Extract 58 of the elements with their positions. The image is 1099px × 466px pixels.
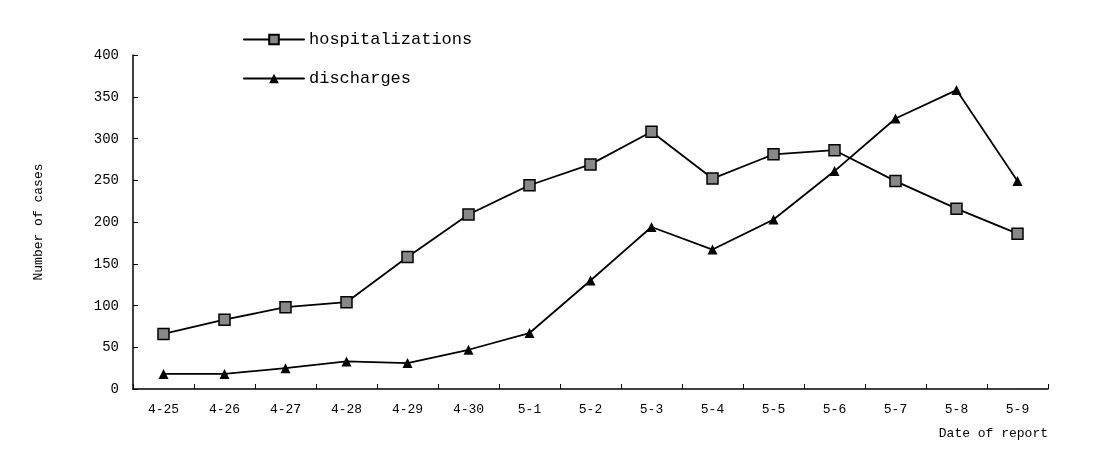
point — [829, 166, 840, 177]
point — [340, 295, 353, 309]
x-tick-label: 5-1 — [517, 402, 542, 417]
x-tick-label: 4-28 — [330, 402, 363, 417]
x-tick-label: 5-8 — [944, 402, 969, 417]
point — [158, 368, 169, 379]
y-tick-label: 350 — [93, 88, 119, 105]
y-tick-label: 300 — [93, 130, 119, 147]
x-axis-title: Date of report — [938, 426, 1048, 441]
point — [951, 85, 962, 96]
legend-label: discharges — [309, 69, 412, 88]
point — [768, 214, 779, 225]
point — [218, 313, 231, 326]
x-tick-label: 4-25 — [147, 402, 180, 417]
point — [279, 300, 292, 314]
x-tick-label: 4-29 — [391, 402, 424, 417]
x-tick-label: 5-4 — [700, 402, 725, 417]
y-tick-label: 400 — [93, 47, 119, 63]
y-tick-label: 0 — [110, 381, 119, 397]
x-tick-label: 4-26 — [208, 402, 241, 417]
point — [219, 368, 230, 379]
x-tick-label: 5-7 — [883, 402, 908, 417]
point — [1012, 176, 1023, 187]
point — [462, 208, 475, 221]
x-tick-label: 4-27 — [269, 402, 302, 417]
x-tick-label: 5-5 — [761, 402, 786, 417]
point — [341, 356, 352, 367]
x-tick-label: 5-3 — [639, 402, 664, 417]
y-tick-label: 100 — [93, 297, 119, 314]
point — [950, 202, 963, 215]
y-tick-label: 150 — [93, 255, 119, 272]
point — [890, 113, 901, 124]
point — [584, 158, 597, 171]
point — [828, 143, 841, 157]
legend-label: hospitalizations — [309, 30, 473, 49]
point — [645, 125, 658, 139]
point — [524, 328, 535, 339]
y-tick-label: 250 — [93, 172, 119, 189]
point — [585, 275, 596, 286]
point — [767, 148, 780, 161]
point — [646, 222, 657, 233]
y-axis-title: Number of cases — [31, 163, 46, 281]
point — [402, 358, 413, 369]
point — [401, 250, 414, 264]
point — [706, 172, 719, 185]
point — [463, 344, 474, 355]
y-tick-label: 200 — [93, 214, 119, 230]
point — [280, 363, 291, 374]
y-tick-label: 50 — [102, 339, 119, 356]
point — [523, 179, 536, 192]
x-tick-label: 5-6 — [822, 402, 847, 417]
x-tick-label: 4-30 — [452, 402, 485, 417]
point — [707, 244, 718, 255]
point — [1011, 227, 1024, 240]
x-tick-label: 5-2 — [578, 402, 603, 417]
point — [889, 174, 902, 188]
x-tick-label: 5-9 — [1005, 402, 1030, 417]
point — [157, 327, 170, 341]
